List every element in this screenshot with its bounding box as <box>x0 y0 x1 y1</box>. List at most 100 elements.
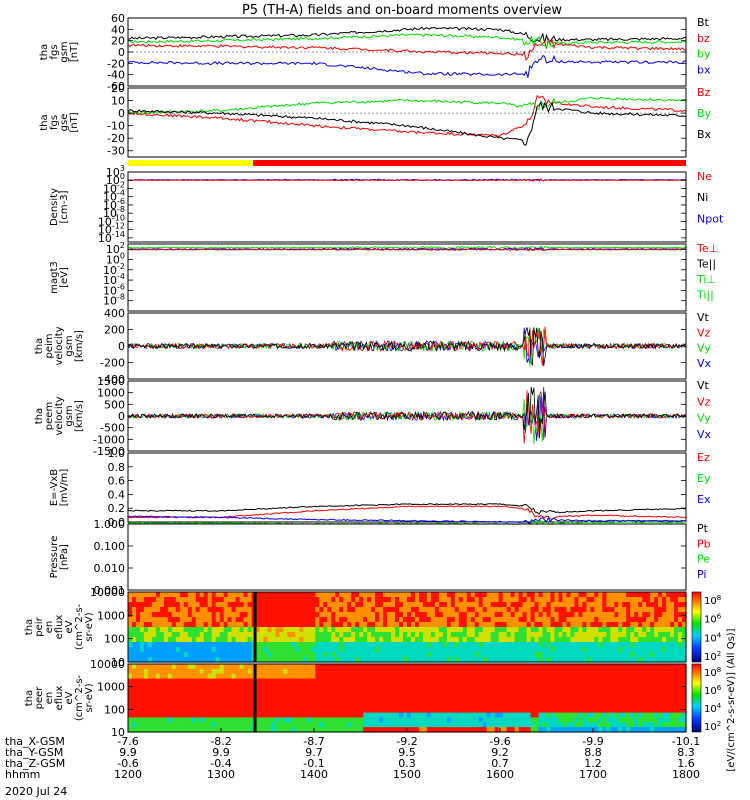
spectrogram-cell <box>678 617 683 623</box>
spectrogram-cell <box>498 727 504 733</box>
spectrogram-cell <box>307 607 312 613</box>
spectrogram-cell <box>379 647 384 653</box>
spectrogram-cell <box>287 657 292 663</box>
y-tick-exponent: -2 <box>117 180 125 189</box>
spectrogram-cell <box>438 617 444 623</box>
spectrogram-cell <box>415 657 420 663</box>
spectrogram-cell <box>299 642 304 648</box>
spectrogram-cell <box>678 698 683 704</box>
spectrogram-cell <box>466 642 472 648</box>
spectrogram-cell <box>347 707 352 714</box>
spectrogram-cell <box>407 592 412 598</box>
spectrogram-cell <box>167 602 173 608</box>
spectrogram-cell <box>319 642 324 648</box>
x-row-label: tha_X-GSM <box>5 735 65 748</box>
spectrogram-cell <box>367 642 372 648</box>
temperature-trace-perp <box>127 247 687 252</box>
spectrogram-cell <box>518 632 524 638</box>
spectrogram-cell <box>550 617 556 623</box>
spectrogram-cell <box>291 678 296 685</box>
spectrogram-cell <box>546 627 552 633</box>
spectrogram-cell <box>426 683 432 689</box>
spectrogram-cell <box>343 678 348 685</box>
spectrogram-cell <box>526 657 532 663</box>
spectrogram-cell <box>339 668 344 675</box>
spectrogram-cell <box>522 678 528 685</box>
spectrogram-cell <box>143 607 149 613</box>
spectrogram-cell <box>143 702 149 709</box>
spectrogram-cell <box>147 678 153 685</box>
spectrogram-cell <box>642 707 647 714</box>
spectrogram-cell <box>207 612 213 618</box>
spectrogram-cell <box>522 673 528 680</box>
spectrogram-cell <box>646 637 651 643</box>
spectrogram-cell <box>622 607 627 613</box>
spectrogram-cell <box>335 722 340 728</box>
spectrogram-cell <box>199 597 205 603</box>
spectrogram-cell <box>566 642 571 648</box>
spectrogram-cell <box>566 683 571 689</box>
spectrogram-cell <box>574 668 579 675</box>
legend-pt: Pt <box>697 522 709 535</box>
spectrogram-cell <box>359 664 364 670</box>
spectrogram-cell <box>534 612 540 618</box>
spectrogram-cell <box>259 592 265 598</box>
spectrogram-cell <box>132 637 137 643</box>
spectrogram-cell <box>179 698 185 704</box>
spectrogram-cell <box>167 652 173 658</box>
spectrogram-cell <box>626 727 631 733</box>
spectrogram-cell <box>211 698 217 704</box>
spectrogram-cell <box>614 647 619 653</box>
spectrogram-cell <box>534 592 540 598</box>
spectrogram-cell <box>522 612 528 618</box>
spectrogram-cell <box>426 717 432 723</box>
spectrogram-cell <box>155 617 161 623</box>
spectrogram-cell <box>478 637 484 643</box>
spectrogram-cell <box>502 693 508 699</box>
spectrogram-cell <box>411 727 416 733</box>
spectrogram-cell <box>466 698 472 704</box>
spectrogram-cell <box>327 722 332 728</box>
spectrogram-cell <box>132 712 137 719</box>
spectrogram-cell <box>267 642 273 648</box>
spectrogram-cell <box>614 678 619 685</box>
spectrogram-cell <box>470 688 476 694</box>
spectrogram-cell <box>626 592 631 598</box>
spectrogram-cell <box>359 702 364 709</box>
spectrogram-cell <box>407 722 412 728</box>
spectrogram-cell <box>319 617 324 623</box>
spectrogram-cell <box>506 657 512 663</box>
spectrogram-cell <box>622 693 627 699</box>
spectrogram-cell <box>128 668 133 675</box>
spectrogram-cell <box>638 698 643 704</box>
spectrogram-cell <box>438 668 444 675</box>
spectrogram-cell <box>630 707 635 714</box>
spectrogram-cell <box>339 702 344 709</box>
spectrogram-cell <box>239 698 245 704</box>
spectrogram-cell <box>351 642 356 648</box>
spectrogram-cell <box>407 683 412 689</box>
spectrogram-cell <box>239 683 245 689</box>
y-tick-label: 1000 <box>97 681 125 694</box>
spectrogram-cell <box>375 727 380 733</box>
spectrogram-cell <box>255 622 261 628</box>
spectrogram-cell <box>383 688 388 694</box>
spectrogram-cell <box>534 602 540 608</box>
spectrogram-cell <box>411 647 416 653</box>
spectrogram-cell <box>195 622 201 628</box>
spectrogram-cell <box>187 693 193 699</box>
spectrogram-cell <box>546 698 552 704</box>
spectrogram-cell <box>586 683 591 689</box>
spectrogram-cell <box>419 632 424 638</box>
spectrogram-cell <box>546 617 552 623</box>
spectrogram-cell <box>498 722 504 728</box>
spectrogram-cell <box>606 622 611 628</box>
spectrogram-cell <box>231 647 237 653</box>
spectrogram-cell <box>450 727 456 733</box>
spectrogram-cell <box>171 607 177 613</box>
spectrogram-cell <box>391 612 396 618</box>
spectrogram-cell <box>140 668 145 675</box>
spectrogram-cell <box>598 647 603 653</box>
spectrogram-cell <box>502 664 508 670</box>
spectrogram-cell <box>662 627 667 633</box>
